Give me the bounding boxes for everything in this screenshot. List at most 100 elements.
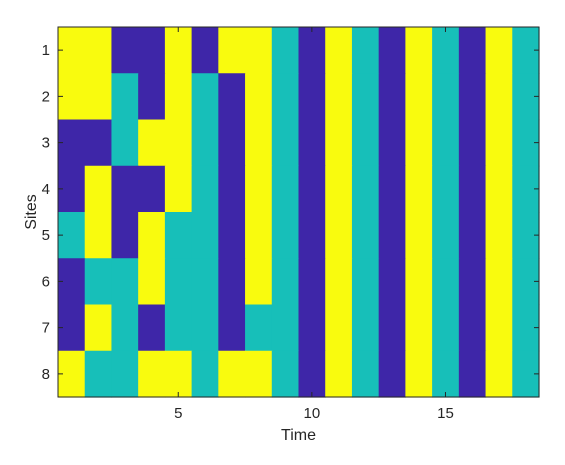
heatmap-cell bbox=[432, 27, 460, 74]
heatmap-cell bbox=[325, 165, 353, 213]
y-tick-label: 3 bbox=[42, 135, 50, 152]
x-tick-label: 10 bbox=[304, 405, 321, 422]
heatmap-cell bbox=[138, 258, 166, 306]
x-axis-label: Time bbox=[281, 427, 316, 444]
heatmap-cell bbox=[325, 73, 353, 121]
heatmap-cell bbox=[432, 258, 460, 306]
heatmap-cell bbox=[325, 258, 353, 306]
heatmap-cell bbox=[191, 73, 219, 121]
heatmap-cell bbox=[245, 73, 273, 121]
heatmap-cell bbox=[218, 27, 246, 74]
y-axis: 1 2 3 4 5 6 7 8 bbox=[42, 42, 539, 383]
heatmap-cell bbox=[138, 350, 166, 398]
heatmap-cell bbox=[378, 27, 406, 74]
heatmap-cell bbox=[191, 27, 219, 74]
heatmap-cell bbox=[405, 350, 433, 398]
x-tick-label: 15 bbox=[437, 405, 454, 422]
heatmap-cell bbox=[218, 258, 246, 306]
heatmap-cell bbox=[271, 119, 300, 167]
heatmap-cell bbox=[298, 350, 326, 398]
heatmap-cell bbox=[84, 304, 113, 352]
heatmap-cell bbox=[298, 27, 326, 74]
heatmap-cell bbox=[351, 27, 380, 74]
heatmap-cell bbox=[485, 304, 513, 352]
heatmap-cell bbox=[325, 304, 353, 352]
heatmap-cell bbox=[458, 304, 487, 352]
heatmap-cell bbox=[111, 119, 139, 167]
heatmap-cell bbox=[111, 350, 139, 398]
y-tick-label: 6 bbox=[42, 273, 50, 290]
heatmap-cell bbox=[378, 165, 406, 213]
heatmap-cell bbox=[164, 165, 193, 213]
heatmap-cell bbox=[271, 165, 300, 213]
heatmap-cell bbox=[298, 73, 326, 121]
heatmap-cell bbox=[218, 304, 246, 352]
y-axis-label: Sites bbox=[23, 194, 40, 230]
heatmap-cell bbox=[245, 304, 273, 352]
heatmap-cell bbox=[138, 119, 166, 167]
heatmap-cell bbox=[271, 350, 300, 398]
heatmap-cell bbox=[325, 27, 353, 74]
heatmap-cell bbox=[458, 350, 487, 398]
heatmap-cell bbox=[351, 350, 380, 398]
heatmap-cell bbox=[405, 27, 433, 74]
heatmap-cell bbox=[84, 258, 113, 306]
x-tick-label: 5 bbox=[174, 405, 182, 422]
heatmap-cell bbox=[111, 258, 139, 306]
heatmap-cell bbox=[432, 119, 460, 167]
heatmap-cell bbox=[84, 119, 113, 167]
heatmap-cells bbox=[58, 27, 540, 398]
heatmap-cell bbox=[218, 350, 246, 398]
heatmap-cell bbox=[271, 27, 300, 74]
heatmap-cell bbox=[298, 119, 326, 167]
heatmap-cell bbox=[245, 165, 273, 213]
heatmap-cell bbox=[405, 304, 433, 352]
heatmap-cell bbox=[245, 27, 273, 74]
heatmap-cell bbox=[111, 165, 139, 213]
plot-frame bbox=[57, 26, 540, 398]
heatmap-cell bbox=[218, 212, 246, 259]
heatmap-cell bbox=[138, 73, 166, 121]
heatmap-cell bbox=[218, 73, 246, 121]
y-tick-label: 1 bbox=[42, 42, 50, 59]
heatmap-cell bbox=[458, 165, 487, 213]
heatmap-cell bbox=[111, 304, 139, 352]
heatmap-cell bbox=[485, 165, 513, 213]
heatmap-cell bbox=[271, 304, 300, 352]
heatmap-cell bbox=[458, 119, 487, 167]
heatmap-cell bbox=[111, 27, 139, 74]
heatmap-cell bbox=[378, 304, 406, 352]
heatmap-cell bbox=[111, 73, 139, 121]
heatmap-cell bbox=[298, 304, 326, 352]
heatmap-cell bbox=[191, 304, 219, 352]
heatmap-cell bbox=[432, 350, 460, 398]
y-tick-label: 5 bbox=[42, 227, 50, 244]
heatmap-cell bbox=[271, 212, 300, 259]
heatmap-cell bbox=[164, 350, 193, 398]
heatmap-cell bbox=[485, 119, 513, 167]
heatmap-cell bbox=[351, 165, 380, 213]
heatmap-cell bbox=[485, 350, 513, 398]
heatmap-cell bbox=[378, 350, 406, 398]
heatmap-cell bbox=[351, 258, 380, 306]
heatmap-cell bbox=[298, 258, 326, 306]
heatmap-cell bbox=[458, 212, 487, 259]
heatmap-cell bbox=[485, 73, 513, 121]
heatmap-cell bbox=[218, 165, 246, 213]
heatmap-cell bbox=[351, 304, 380, 352]
heatmap-cell bbox=[325, 212, 353, 259]
heatmap-cell bbox=[405, 212, 433, 259]
heatmap-cell bbox=[164, 73, 193, 121]
heatmap-cell bbox=[164, 119, 193, 167]
heatmap-cell bbox=[378, 258, 406, 306]
heatmap-cell bbox=[245, 119, 273, 167]
heatmap-cell bbox=[432, 304, 460, 352]
heatmap-cell bbox=[485, 27, 513, 74]
heatmap-cell bbox=[405, 73, 433, 121]
heatmap-cell bbox=[191, 258, 219, 306]
y-tick-label: 4 bbox=[42, 181, 50, 198]
heatmap-cell bbox=[351, 119, 380, 167]
heatmap-cell bbox=[138, 27, 166, 74]
y-tick-label: 2 bbox=[42, 88, 50, 105]
heatmap-cell bbox=[164, 304, 193, 352]
